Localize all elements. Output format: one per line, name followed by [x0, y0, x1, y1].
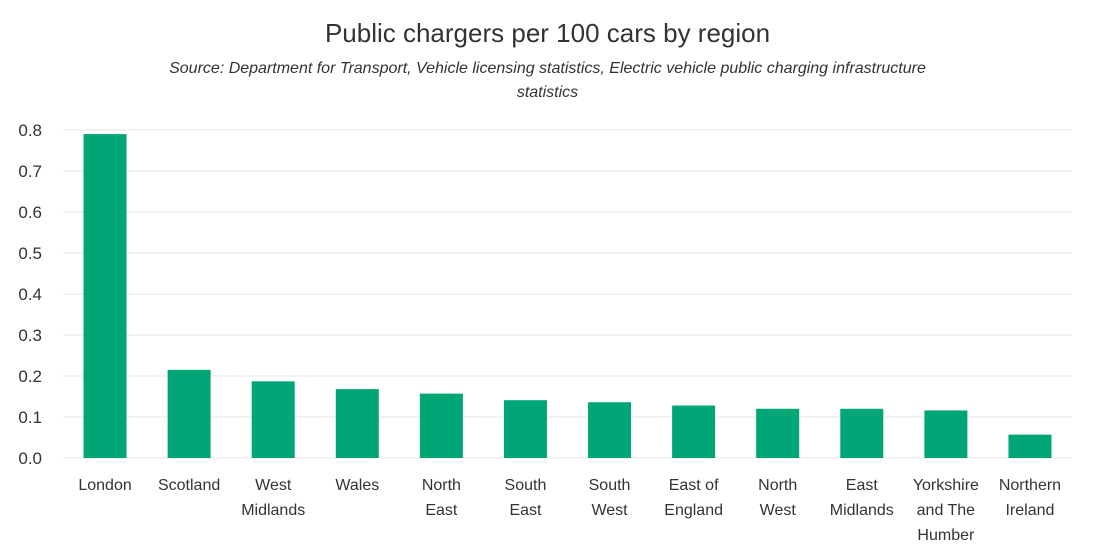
x-tick-label: East of England	[664, 477, 723, 519]
chart-subtitle: Source: Department for Transport, Vehicl…	[169, 60, 926, 101]
bar	[840, 408, 884, 458]
x-tick-label: South East	[505, 477, 547, 519]
bar	[672, 405, 716, 458]
bar	[251, 381, 295, 458]
x-tick-label: Northern Ireland	[999, 477, 1061, 519]
x-tick-label: Wales	[335, 477, 379, 494]
bar	[419, 393, 463, 458]
y-tick-label: 0.6	[18, 203, 42, 222]
bars	[83, 134, 1052, 458]
bar	[83, 134, 127, 458]
x-tick-label: South West	[589, 477, 631, 519]
x-tick-label: London	[78, 477, 131, 494]
x-tick-label: Yorkshire and The Humber	[913, 477, 979, 544]
bar	[924, 410, 968, 458]
y-tick-label: 0.3	[18, 326, 42, 345]
y-axis: 0.0 0.1 0.2 0.3 0.4 0.5 0.6 0.7 0.8	[18, 121, 42, 468]
y-tick-label: 0.0	[18, 449, 42, 468]
y-tick-label: 0.8	[18, 121, 42, 140]
x-tick-label: North West	[758, 477, 797, 519]
x-tick-label: East Midlands	[830, 477, 894, 519]
x-axis: London Scotland West Midlands Wales North East…	[78, 477, 1061, 544]
gridlines	[63, 129, 1072, 459]
y-tick-label: 0.1	[18, 408, 42, 427]
x-tick-label: Scotland	[158, 477, 220, 494]
chart-title: Public chargers per 100 cars by region	[324, 18, 771, 48]
bar	[167, 369, 211, 458]
y-tick-label: 0.7	[18, 162, 42, 181]
x-tick-label: North East	[422, 477, 461, 519]
bar	[756, 408, 800, 458]
bar	[588, 402, 632, 458]
x-tick-label: West Midlands	[241, 477, 305, 519]
bar	[503, 400, 547, 458]
y-tick-label: 0.4	[18, 285, 42, 304]
y-tick-label: 0.5	[18, 244, 42, 263]
bar	[1008, 434, 1052, 458]
bar	[335, 389, 379, 458]
y-tick-label: 0.2	[18, 367, 42, 386]
